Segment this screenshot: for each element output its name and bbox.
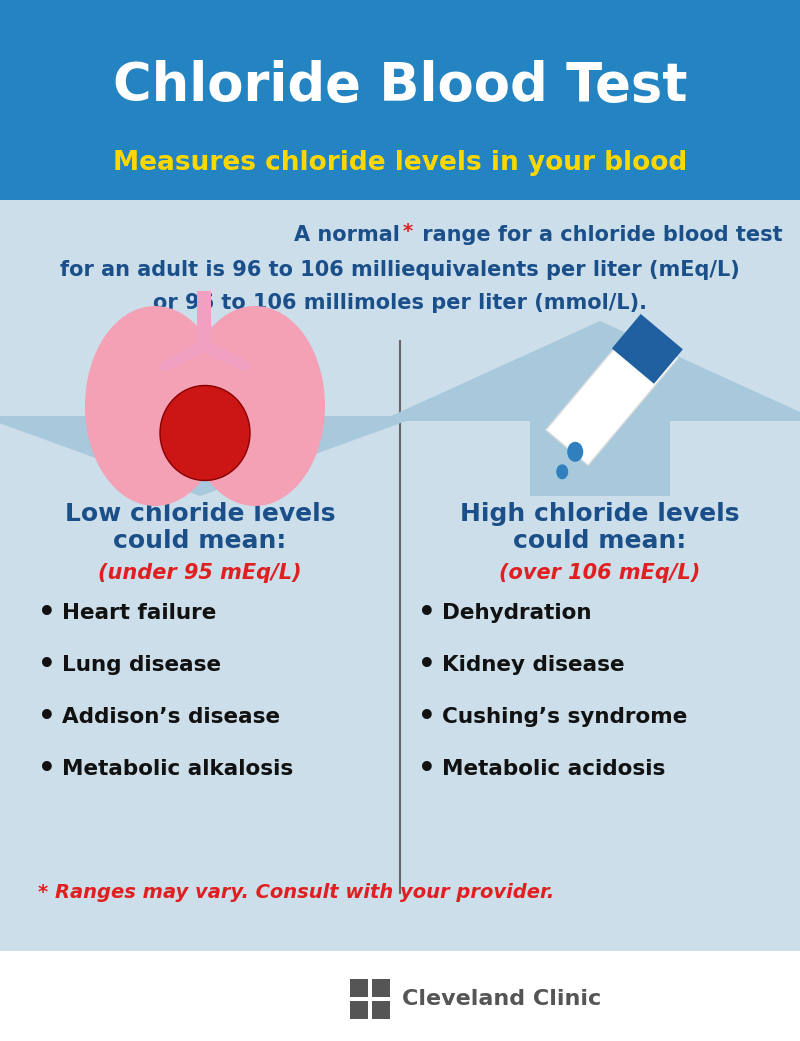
- Text: •: •: [418, 651, 436, 679]
- FancyBboxPatch shape: [0, 200, 800, 951]
- Text: (under 95 mEq/L): (under 95 mEq/L): [98, 563, 302, 583]
- Text: Chloride Blood Test: Chloride Blood Test: [113, 60, 687, 112]
- Polygon shape: [165, 433, 245, 481]
- FancyBboxPatch shape: [350, 979, 368, 997]
- Text: Metabolic alkalosis: Metabolic alkalosis: [62, 759, 294, 779]
- Text: * Ranges may vary. Consult with your provider.: * Ranges may vary. Consult with your pro…: [38, 884, 554, 903]
- FancyBboxPatch shape: [120, 326, 280, 416]
- Polygon shape: [0, 416, 420, 496]
- Text: (over 106 mEq/L): (over 106 mEq/L): [499, 563, 701, 583]
- Text: •: •: [418, 755, 436, 783]
- Text: could mean:: could mean:: [514, 529, 686, 553]
- Text: Low chloride levels: Low chloride levels: [65, 502, 335, 526]
- FancyBboxPatch shape: [372, 979, 390, 997]
- FancyBboxPatch shape: [372, 1001, 390, 1019]
- FancyBboxPatch shape: [350, 1001, 368, 1019]
- Text: Dehydration: Dehydration: [442, 603, 591, 623]
- Polygon shape: [380, 321, 800, 421]
- Polygon shape: [546, 323, 678, 465]
- Ellipse shape: [85, 306, 225, 506]
- Text: range for a chloride blood test: range for a chloride blood test: [415, 225, 782, 245]
- Text: •: •: [38, 651, 56, 679]
- Text: Lung disease: Lung disease: [62, 655, 221, 675]
- FancyBboxPatch shape: [0, 0, 800, 200]
- Ellipse shape: [160, 385, 250, 481]
- Text: Addison’s disease: Addison’s disease: [62, 707, 280, 727]
- Text: Kidney disease: Kidney disease: [442, 655, 625, 675]
- FancyBboxPatch shape: [197, 291, 211, 346]
- Text: •: •: [38, 599, 56, 627]
- Text: •: •: [418, 599, 436, 627]
- FancyBboxPatch shape: [530, 421, 670, 496]
- Text: •: •: [418, 703, 436, 731]
- Text: Cleveland Clinic: Cleveland Clinic: [402, 989, 602, 1009]
- Text: for an adult is 96 to 106 milliequivalents per liter (mEq/L): for an adult is 96 to 106 milliequivalen…: [60, 260, 740, 280]
- Text: Heart failure: Heart failure: [62, 603, 216, 623]
- Text: A normal: A normal: [294, 225, 400, 245]
- Text: could mean:: could mean:: [114, 529, 286, 553]
- Polygon shape: [612, 314, 683, 384]
- Text: Cushing’s syndrome: Cushing’s syndrome: [442, 707, 687, 727]
- Ellipse shape: [556, 464, 568, 479]
- Text: •: •: [38, 703, 56, 731]
- Text: Metabolic acidosis: Metabolic acidosis: [442, 759, 666, 779]
- Text: Measures chloride levels in your blood: Measures chloride levels in your blood: [113, 150, 687, 176]
- Text: or 96 to 106 millimoles per liter (mmol/L).: or 96 to 106 millimoles per liter (mmol/…: [153, 293, 647, 313]
- FancyBboxPatch shape: [0, 951, 800, 1041]
- Text: *: *: [403, 222, 413, 240]
- Text: •: •: [38, 755, 56, 783]
- Text: High chloride levels: High chloride levels: [460, 502, 740, 526]
- Ellipse shape: [567, 441, 583, 462]
- Ellipse shape: [185, 306, 325, 506]
